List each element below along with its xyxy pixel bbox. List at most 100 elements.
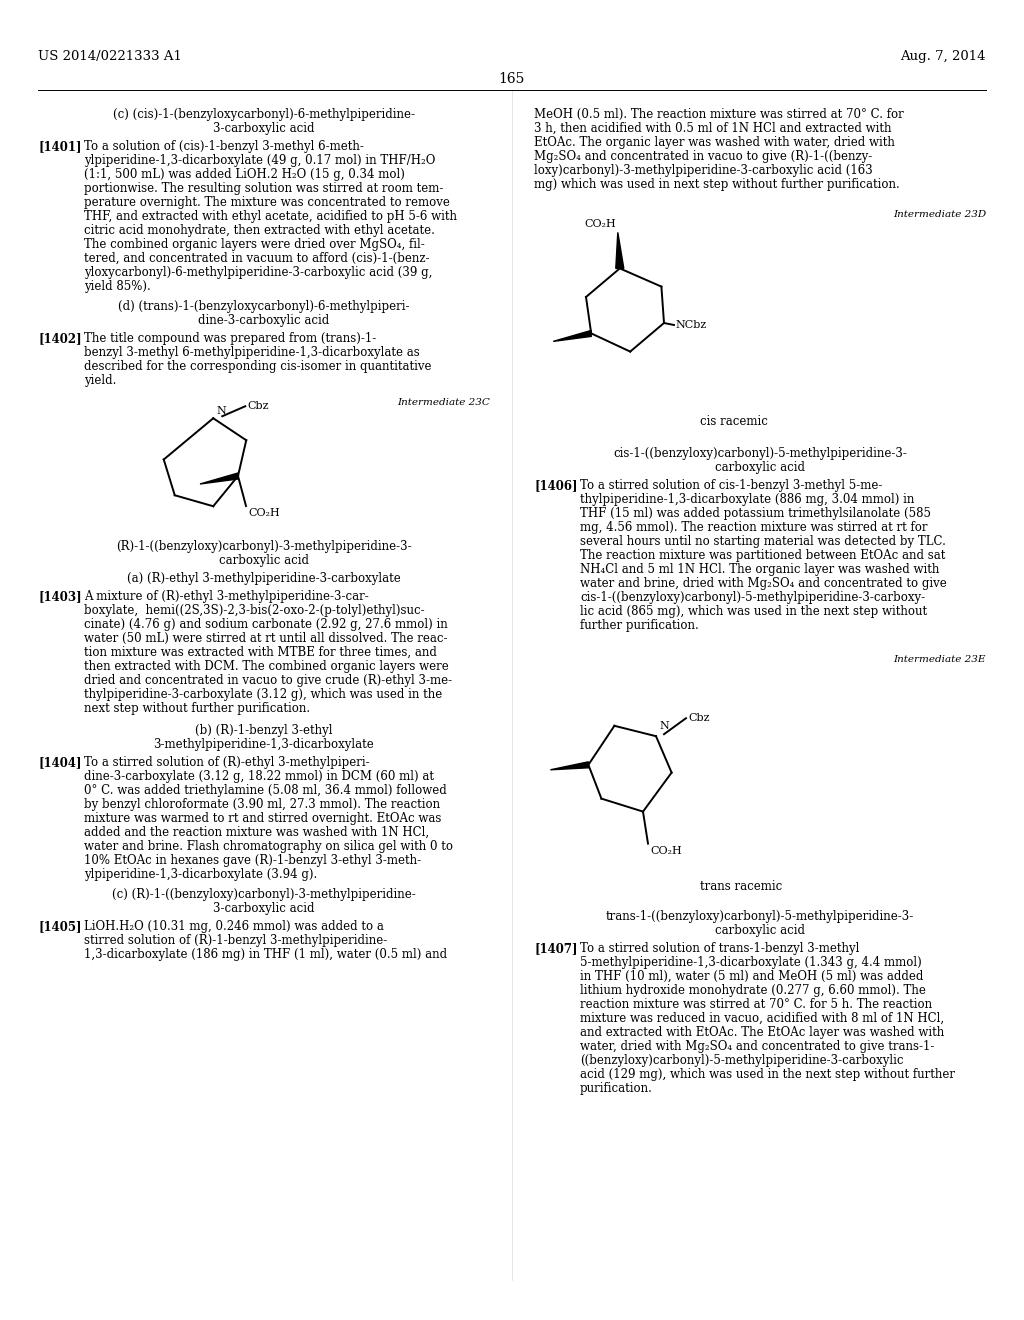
Text: (c) (R)-1-((benzyloxy)carbonyl)-3-methylpiperidine-: (c) (R)-1-((benzyloxy)carbonyl)-3-methyl… (112, 888, 416, 902)
Text: The reaction mixture was partitioned between EtOAc and sat: The reaction mixture was partitioned bet… (580, 549, 945, 562)
Text: boxylate,  hemi((2S,3S)-2,3-bis(2-oxo-2-(p-tolyl)ethyl)suc-: boxylate, hemi((2S,3S)-2,3-bis(2-oxo-2-(… (84, 605, 425, 616)
Text: ylpiperidine-1,3-dicarboxylate (3.94 g).: ylpiperidine-1,3-dicarboxylate (3.94 g). (84, 869, 317, 880)
Text: dried and concentrated in vacuo to give crude (R)-ethyl 3-me-: dried and concentrated in vacuo to give … (84, 675, 453, 686)
Text: carboxylic acid: carboxylic acid (715, 924, 805, 937)
Polygon shape (553, 330, 591, 342)
Text: (c) (cis)-1-(benzyloxycarbonyl)-6-methylpiperidine-: (c) (cis)-1-(benzyloxycarbonyl)-6-methyl… (113, 108, 415, 121)
Text: THF (15 ml) was added potassium trimethylsilanolate (585: THF (15 ml) was added potassium trimethy… (580, 507, 931, 520)
Text: NH₄Cl and 5 ml 1N HCl. The organic layer was washed with: NH₄Cl and 5 ml 1N HCl. The organic layer… (580, 564, 939, 576)
Text: described for the corresponding cis-isomer in quantitative: described for the corresponding cis-isom… (84, 360, 431, 374)
Text: Cbz: Cbz (688, 713, 710, 723)
Text: loxy)carbonyl)-3-methylpiperidine-3-carboxylic acid (163: loxy)carbonyl)-3-methylpiperidine-3-carb… (534, 164, 872, 177)
Text: MeOH (0.5 ml). The reaction mixture was stirred at 70° C. for: MeOH (0.5 ml). The reaction mixture was … (534, 108, 904, 121)
Text: then extracted with DCM. The combined organic layers were: then extracted with DCM. The combined or… (84, 660, 449, 673)
Text: cis-1-((benzyloxy)carbonyl)-5-methylpiperidine-3-: cis-1-((benzyloxy)carbonyl)-5-methylpipe… (613, 447, 907, 459)
Text: water and brine. Flash chromatography on silica gel with 0 to: water and brine. Flash chromatography on… (84, 840, 453, 853)
Text: NCbz: NCbz (675, 319, 707, 330)
Text: Cbz: Cbz (247, 401, 268, 412)
Text: yield.: yield. (84, 374, 117, 387)
Text: in THF (10 ml), water (5 ml) and MeOH (5 ml) was added: in THF (10 ml), water (5 ml) and MeOH (5… (580, 970, 924, 983)
Text: mixture was reduced in vacuo, acidified with 8 ml of 1N HCl,: mixture was reduced in vacuo, acidified … (580, 1012, 944, 1026)
Text: (R)-1-((benzyloxy)carbonyl)-3-methylpiperidine-3-: (R)-1-((benzyloxy)carbonyl)-3-methylpipe… (116, 540, 412, 553)
Text: Aug. 7, 2014: Aug. 7, 2014 (900, 50, 986, 63)
Text: A mixture of (R)-ethyl 3-methylpiperidine-3-car-: A mixture of (R)-ethyl 3-methylpiperidin… (84, 590, 369, 603)
Polygon shape (200, 473, 238, 484)
Text: (a) (R)-ethyl 3-methylpiperidine-3-carboxylate: (a) (R)-ethyl 3-methylpiperidine-3-carbo… (127, 572, 400, 585)
Text: benzyl 3-methyl 6-methylpiperidine-1,3-dicarboxylate as: benzyl 3-methyl 6-methylpiperidine-1,3-d… (84, 346, 420, 359)
Text: (1:1, 500 mL) was added LiOH.2 H₂O (15 g, 0.34 mol): (1:1, 500 mL) was added LiOH.2 H₂O (15 g… (84, 168, 404, 181)
Text: EtOAc. The organic layer was washed with water, dried with: EtOAc. The organic layer was washed with… (534, 136, 895, 149)
Text: Intermediate 23D: Intermediate 23D (893, 210, 986, 219)
Text: tion mixture was extracted with MTBE for three times, and: tion mixture was extracted with MTBE for… (84, 645, 437, 659)
Text: Intermediate 23C: Intermediate 23C (397, 399, 490, 407)
Text: reaction mixture was stirred at 70° C. for 5 h. The reaction: reaction mixture was stirred at 70° C. f… (580, 998, 932, 1011)
Text: cis racemic: cis racemic (700, 414, 768, 428)
Text: CO₂H: CO₂H (584, 219, 615, 230)
Text: mg) which was used in next step without further purification.: mg) which was used in next step without … (534, 178, 900, 191)
Text: To a stirred solution of (R)-ethyl 3-methylpiperi-: To a stirred solution of (R)-ethyl 3-met… (84, 756, 370, 770)
Text: LiOH.H₂O (10.31 mg, 0.246 mmol) was added to a: LiOH.H₂O (10.31 mg, 0.246 mmol) was adde… (84, 920, 384, 933)
Text: perature overnight. The mixture was concentrated to remove: perature overnight. The mixture was conc… (84, 195, 450, 209)
Text: CO₂H: CO₂H (248, 508, 280, 517)
Text: stirred solution of (R)-1-benzyl 3-methylpiperidine-: stirred solution of (R)-1-benzyl 3-methy… (84, 935, 387, 946)
Text: CO₂H: CO₂H (650, 846, 682, 855)
Text: To a solution of (cis)-1-benzyl 3-methyl 6-meth-: To a solution of (cis)-1-benzyl 3-methyl… (84, 140, 364, 153)
Text: [1402]: [1402] (38, 333, 82, 345)
Text: and extracted with EtOAc. The EtOAc layer was washed with: and extracted with EtOAc. The EtOAc laye… (580, 1026, 944, 1039)
Text: purification.: purification. (580, 1082, 653, 1096)
Text: dine-3-carboxylate (3.12 g, 18.22 mmol) in DCM (60 ml) at: dine-3-carboxylate (3.12 g, 18.22 mmol) … (84, 770, 434, 783)
Text: water (50 mL) were stirred at rt until all dissolved. The reac-: water (50 mL) were stirred at rt until a… (84, 632, 447, 645)
Text: lithium hydroxide monohydrate (0.277 g, 6.60 mmol). The: lithium hydroxide monohydrate (0.277 g, … (580, 983, 926, 997)
Text: US 2014/0221333 A1: US 2014/0221333 A1 (38, 50, 182, 63)
Text: (b) (R)-1-benzyl 3-ethyl: (b) (R)-1-benzyl 3-ethyl (196, 723, 333, 737)
Text: yield 85%).: yield 85%). (84, 280, 151, 293)
Text: [1403]: [1403] (38, 590, 82, 603)
Text: [1405]: [1405] (38, 920, 82, 933)
Text: 165: 165 (499, 73, 525, 86)
Text: N: N (659, 721, 669, 731)
Text: next step without further purification.: next step without further purification. (84, 702, 310, 715)
Text: 1,3-dicarboxylate (186 mg) in THF (1 ml), water (0.5 ml) and: 1,3-dicarboxylate (186 mg) in THF (1 ml)… (84, 948, 447, 961)
Text: 3-carboxylic acid: 3-carboxylic acid (213, 902, 314, 915)
Text: [1406]: [1406] (534, 479, 578, 492)
Text: 10% EtOAc in hexanes gave (R)-1-benzyl 3-ethyl 3-meth-: 10% EtOAc in hexanes gave (R)-1-benzyl 3… (84, 854, 421, 867)
Text: trans-1-((benzyloxy)carbonyl)-5-methylpiperidine-3-: trans-1-((benzyloxy)carbonyl)-5-methylpi… (606, 909, 914, 923)
Text: 3-methylpiperidine-1,3-dicarboxylate: 3-methylpiperidine-1,3-dicarboxylate (154, 738, 375, 751)
Text: portionwise. The resulting solution was stirred at room tem-: portionwise. The resulting solution was … (84, 182, 443, 195)
Text: To a stirred solution of trans-1-benzyl 3-methyl: To a stirred solution of trans-1-benzyl … (580, 942, 859, 954)
Text: The title compound was prepared from (trans)-1-: The title compound was prepared from (tr… (84, 333, 376, 345)
Text: The combined organic layers were dried over MgSO₄, fil-: The combined organic layers were dried o… (84, 238, 425, 251)
Text: added and the reaction mixture was washed with 1N HCl,: added and the reaction mixture was washe… (84, 826, 429, 840)
Text: lic acid (865 mg), which was used in the next step without: lic acid (865 mg), which was used in the… (580, 605, 927, 618)
Polygon shape (615, 232, 624, 268)
Text: N: N (216, 407, 226, 416)
Text: cis-1-((benzyloxy)carbonyl)-5-methylpiperidine-3-carboxy-: cis-1-((benzyloxy)carbonyl)-5-methylpipe… (580, 591, 925, 605)
Text: THF, and extracted with ethyl acetate, acidified to pH 5-6 with: THF, and extracted with ethyl acetate, a… (84, 210, 457, 223)
Text: [1407]: [1407] (534, 942, 578, 954)
Text: Mg₂SO₄ and concentrated in vacuo to give (R)-1-((benzy-: Mg₂SO₄ and concentrated in vacuo to give… (534, 150, 872, 162)
Text: several hours until no starting material was detected by TLC.: several hours until no starting material… (580, 535, 946, 548)
Text: water and brine, dried with Mg₂SO₄ and concentrated to give: water and brine, dried with Mg₂SO₄ and c… (580, 577, 947, 590)
Text: cinate) (4.76 g) and sodium carbonate (2.92 g, 27.6 mmol) in: cinate) (4.76 g) and sodium carbonate (2… (84, 618, 447, 631)
Text: dine-3-carboxylic acid: dine-3-carboxylic acid (199, 314, 330, 327)
Text: ((benzyloxy)carbonyl)-5-methylpiperidine-3-carboxylic: ((benzyloxy)carbonyl)-5-methylpiperidine… (580, 1053, 903, 1067)
Text: further purification.: further purification. (580, 619, 698, 632)
Text: water, dried with Mg₂SO₄ and concentrated to give trans-1-: water, dried with Mg₂SO₄ and concentrate… (580, 1040, 934, 1053)
Text: thylpiperidine-1,3-dicarboxylate (886 mg, 3.04 mmol) in: thylpiperidine-1,3-dicarboxylate (886 mg… (580, 492, 914, 506)
Text: Intermediate 23E: Intermediate 23E (894, 655, 986, 664)
Text: To a stirred solution of cis-1-benzyl 3-methyl 5-me-: To a stirred solution of cis-1-benzyl 3-… (580, 479, 883, 492)
Text: (d) (trans)-1-(benzyloxycarbonyl)-6-methylpiperi-: (d) (trans)-1-(benzyloxycarbonyl)-6-meth… (118, 300, 410, 313)
Text: carboxylic acid: carboxylic acid (715, 461, 805, 474)
Text: trans racemic: trans racemic (700, 880, 782, 894)
Text: 5-methylpiperidine-1,3-dicarboxylate (1.343 g, 4.4 mmol): 5-methylpiperidine-1,3-dicarboxylate (1.… (580, 956, 922, 969)
Text: [1404]: [1404] (38, 756, 82, 770)
Text: yloxycarbonyl)-6-methylpiperidine-3-carboxylic acid (39 g,: yloxycarbonyl)-6-methylpiperidine-3-carb… (84, 267, 432, 279)
Text: 3-carboxylic acid: 3-carboxylic acid (213, 121, 314, 135)
Text: by benzyl chloroformate (3.90 ml, 27.3 mmol). The reaction: by benzyl chloroformate (3.90 ml, 27.3 m… (84, 799, 440, 810)
Text: 0° C. was added triethylamine (5.08 ml, 36.4 mmol) followed: 0° C. was added triethylamine (5.08 ml, … (84, 784, 446, 797)
Text: mg, 4.56 mmol). The reaction mixture was stirred at rt for: mg, 4.56 mmol). The reaction mixture was… (580, 521, 928, 535)
Text: [1401]: [1401] (38, 140, 82, 153)
Text: mixture was warmed to rt and stirred overnight. EtOAc was: mixture was warmed to rt and stirred ove… (84, 812, 441, 825)
Text: citric acid monohydrate, then extracted with ethyl acetate.: citric acid monohydrate, then extracted … (84, 224, 435, 238)
Polygon shape (551, 762, 589, 770)
